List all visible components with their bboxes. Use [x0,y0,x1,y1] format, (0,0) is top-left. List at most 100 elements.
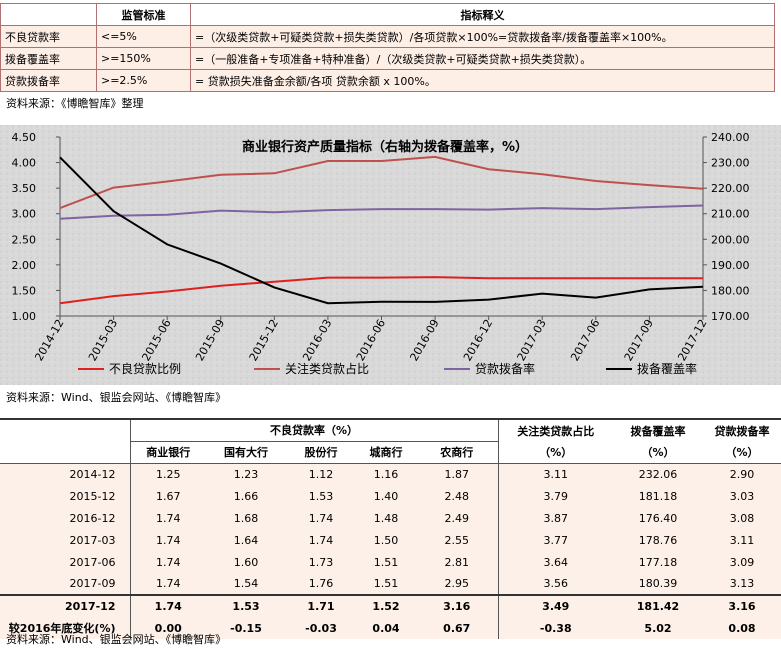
left-tick-label: 3.50 [12,182,37,195]
definitions-row: 贷款拨备率 >=2.5% = 贷款损失准备金余额/各项 贷款余额 x 100%。 [0,69,775,92]
table-cell: 1.50 [356,529,416,551]
table-cell: 2.49 [416,507,499,529]
table-cell: -0.03 [286,617,356,639]
sub-header: 农商行 [416,441,499,464]
table-row: 2017-06 1.74 1.60 1.73 1.51 2.81 3.64 177.18 3.0… [0,551,781,573]
table-cell: 1.74 [130,573,206,595]
definitions-row: 不良贷款率 <=5% =（次级类贷款+可疑类贷款+损失类贷款）/各项贷款×100… [0,25,775,48]
asset-quality-chart: 1.00 1.50 2.00 2.50 3.00 3.50 4.00 4.50 170.00 18… [0,125,781,385]
table-cell: 1.74 [130,551,206,573]
table-cell: 5.02 [613,617,703,639]
table-cell: -0.15 [206,617,286,639]
sub-header: 国有大行 [206,441,286,464]
table-cell: 1.68 [206,507,286,529]
left-tick-label: 3.00 [12,208,37,221]
right-tick-label: 210.00 [711,208,750,221]
definitions-header-blank [0,3,97,26]
indicator-definition: =（次级类贷款+可疑类贷款+损失类贷款）/各项贷款×100%=贷款拨备率/拨备覆… [190,25,775,48]
left-tick-label: 2.50 [12,233,37,246]
definitions-header-standard: 监管标准 [96,3,191,26]
table-row: 2017-03 1.74 1.64 1.74 1.50 2.55 3.77 178.76 3.1… [0,529,781,551]
table-cell: 3.09 [703,551,781,573]
row-label: 2017-06 [0,551,131,573]
sub-header: 城商行 [356,441,416,464]
table-cell: 1.71 [286,594,356,617]
unit-header: （%） [498,441,613,464]
right-tick-label: 170.00 [711,310,750,323]
table-cell: 3.64 [498,551,613,573]
table-cell: 0.67 [416,617,499,639]
row-label: 2017-09 [0,573,131,595]
table-cell: 1.23 [206,463,286,485]
table-row: 较2016年底变化(%) 0.00 -0.15 -0.03 0.04 0.67 -0.38 5… [0,617,781,639]
indicator-name: 拨备覆盖率 [0,47,97,70]
chart-svg: 1.00 1.50 2.00 2.50 3.00 3.50 4.00 4.50 170.00 18… [0,125,781,385]
left-tick-label: 1.00 [12,310,37,323]
table-cell: 1.12 [286,463,356,485]
table-cell: 2.95 [416,573,499,595]
table-header-blank [0,441,131,464]
left-tick-label: 4.00 [12,157,37,170]
indicator-name: 贷款拨备率 [0,69,97,92]
indicator-definition: = 贷款损失准备金余额/各项 贷款余额 x 100%。 [190,69,775,92]
table-cell: 1.76 [286,573,356,595]
table-cell: 3.13 [703,573,781,595]
table-cell: 1.73 [286,551,356,573]
table-cell: 1.25 [130,463,206,485]
legend-label: 拨备覆盖率 [637,361,697,376]
table-body: 2014-12 1.25 1.23 1.12 1.16 1.87 3.11 232.06 2.9… [0,463,781,639]
definitions-header-row: 监管标准 指标释义 [0,3,775,26]
right-tick-label: 230.00 [711,157,750,170]
definitions-source: 资料来源：《博瞻智库》整理 [6,97,144,110]
table-row: 2015-12 1.67 1.66 1.53 1.40 2.48 3.79 181.18 3.0… [0,485,781,507]
table-cell: 3.16 [416,594,499,617]
table-cell: 178.76 [613,529,703,551]
table-cell: 1.87 [416,463,499,485]
sub-header: 商业银行 [130,441,206,464]
left-tick-label: 1.50 [12,284,37,297]
unit-header: （%） [703,441,781,464]
table-cell: 3.87 [498,507,613,529]
table-cell: 181.42 [613,594,703,617]
table-cell: 1.64 [206,529,286,551]
table-cell: 1.52 [356,594,416,617]
table-cell: 3.03 [703,485,781,507]
series-line [59,204,704,220]
table-cell: 1.40 [356,485,416,507]
table-cell: 1.74 [130,594,206,617]
table-cell: 1.60 [206,551,286,573]
loan-provision-header: 贷款拨备率 [703,418,781,441]
npl-group-header: 不良贷款率（%） [130,418,499,442]
indicator-definition: =（一般准备+专项准备+特种准备）/（次级类贷款+可疑类贷款+损失类贷款）。 [190,47,775,70]
row-label: 2017-12 [0,594,131,617]
table-cell: 3.49 [498,594,613,617]
chart-background [0,125,781,385]
table-cell: 180.39 [613,573,703,595]
table-cell: 177.18 [613,551,703,573]
indicator-standard: >=150% [96,47,191,70]
series-line [59,276,703,305]
right-tick-label: 240.00 [711,131,750,144]
legend-label: 贷款拨备率 [475,361,535,376]
table-cell: 1.54 [206,573,286,595]
right-tick-label: 220.00 [711,182,750,195]
provision-coverage-header: 拨备覆盖率 [613,418,703,441]
right-tick-label: 190.00 [711,259,750,272]
row-label: 2016-12 [0,507,131,529]
table-cell: 2.48 [416,485,499,507]
table-cell: 3.11 [498,463,613,485]
table-cell: -0.38 [498,617,613,639]
table-cell: 1.66 [206,485,286,507]
table-cell: 0.04 [356,617,416,639]
table-cell: 181.18 [613,485,703,507]
table-cell: 1.74 [130,529,206,551]
table-cell: 1.53 [286,485,356,507]
row-label: 2014-12 [0,463,131,485]
row-label: 2017-03 [0,529,131,551]
asset-quality-table: 不良贷款率（%） 关注类贷款占比 拨备覆盖率 贷款拨备率 商业银行 国有大行 股… [0,418,781,639]
table-cell: 3.56 [498,573,613,595]
indicator-standard: >=2.5% [96,69,191,92]
table-cell: 2.81 [416,551,499,573]
indicator-name: 不良贷款率 [0,25,97,48]
table-cell: 2.55 [416,529,499,551]
